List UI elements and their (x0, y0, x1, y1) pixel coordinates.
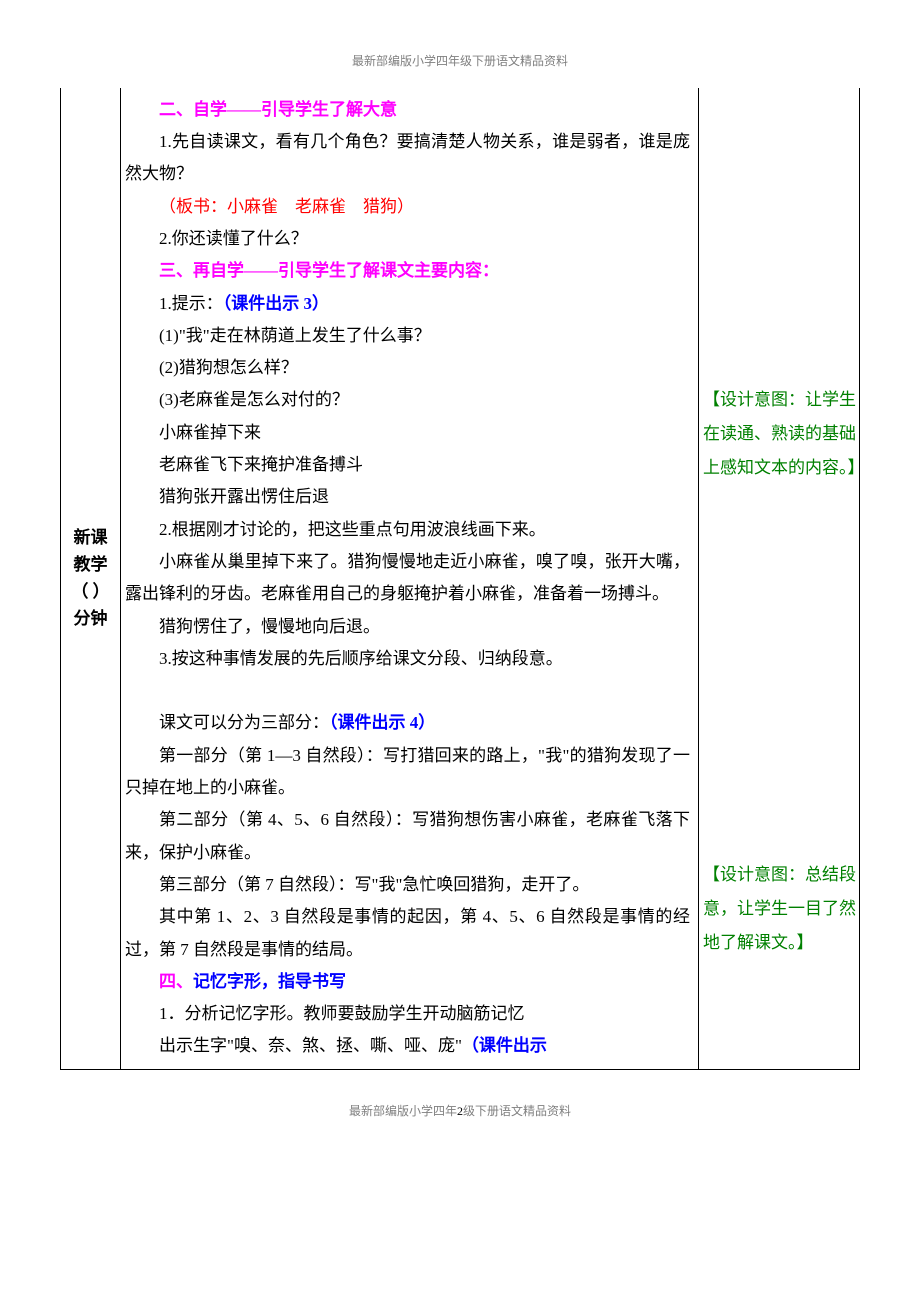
section-title-text: 二、自学——引导学生了解大意 (159, 100, 397, 119)
content-cell: 二、自学——引导学生了解大意 1.先自读课文，看有几个角色？要搞清楚人物关系，谁… (121, 88, 699, 1069)
courseware-ref: （课件出示 (462, 1036, 547, 1055)
chars-list: 出示生字"嗅、奈、煞、拯、嘶、哑、庞" (159, 1036, 462, 1055)
content-paragraph: 小麻雀从巢里掉下来了。猎狗慢慢地走近小麻雀，嗅了嗅，张开大嘴，露出锋利的牙齿。老… (125, 546, 690, 611)
content-paragraph: 小麻雀掉下来 (125, 417, 690, 449)
content-paragraph: 猎狗愣住了，慢慢地向后退。 (125, 611, 690, 643)
board-writing: （板书：小麻雀 老麻雀 猎狗） (125, 191, 690, 223)
content-paragraph: 第三部分（第 7 自然段）：写"我"急忙唤回猎狗，走开了。 (125, 869, 690, 901)
section-2-title: 二、自学——引导学生了解大意 (125, 94, 690, 126)
content-paragraph: (2)猎狗想怎么样？ (125, 352, 690, 384)
section-4-text: 记忆字形，指导书写 (193, 972, 346, 991)
stage-label-line: 分钟 (74, 605, 108, 632)
stage-label-line: 新课 (74, 524, 108, 551)
design-note-cell: 【设计意图：让学生在读通、熟读的基础上感知文本的内容。】 【设计意图：总结段意，… (699, 88, 859, 1069)
design-note-1: 【设计意图：让学生在读通、熟读的基础上感知文本的内容。】 (703, 383, 859, 485)
footer-prefix: 最新部编版小学四年 (349, 1104, 457, 1118)
page-footer: 最新部编版小学四年2级下册语文精品资料 (60, 1100, 860, 1123)
content-paragraph: 老麻雀飞下来掩护准备搏斗 (125, 449, 690, 481)
content-paragraph: 课文可以分为三部分：（课件出示 4） (125, 707, 690, 739)
stage-label-cell: 新课 教学 （ ） 分钟 (61, 88, 121, 1069)
hint-prefix: 1.提示： (159, 294, 223, 313)
content-paragraph: 1.提示：（课件出示 3） (125, 288, 690, 320)
three-parts-prefix: 课文可以分为三部分： (159, 713, 329, 732)
content-paragraph: 其中第 1、2、3 自然段是事情的起因，第 4、5、6 自然段是事情的经过，第 … (125, 901, 690, 966)
section-title-text: 三、再自学——引导学生了解课文主要内容： (159, 261, 499, 280)
content-paragraph: (3)老麻雀是怎么对付的？ (125, 384, 690, 416)
page-header: 最新部编版小学四年级下册语文精品资料 (60, 50, 860, 73)
courseware-ref: （课件出示 3） (223, 294, 329, 313)
content-blank (125, 675, 690, 707)
section-4-title: 四、记忆字形，指导书写 (125, 966, 690, 998)
content-paragraph: 出示生字"嗅、奈、煞、拯、嘶、哑、庞"（课件出示 (125, 1030, 690, 1062)
content-paragraph: (1)"我"走在林荫道上发生了什么事？ (125, 320, 690, 352)
content-paragraph: 1．分析记忆字形。教师要鼓励学生开动脑筋记忆 (125, 998, 690, 1030)
content-paragraph: 2.根据刚才讨论的，把这些重点句用波浪线画下来。 (125, 514, 690, 546)
content-paragraph: 第一部分（第 1—3 自然段）：写打猎回来的路上，"我"的猎狗发现了一只掉在地上… (125, 740, 690, 805)
lesson-table: 新课 教学 （ ） 分钟 二、自学——引导学生了解大意 1.先自读课文，看有几个… (60, 88, 860, 1070)
footer-suffix: 级下册语文精品资料 (463, 1104, 571, 1118)
content-paragraph: 猎狗张开露出愣住后退 (125, 481, 690, 513)
content-paragraph: 1.先自读课文，看有几个角色？要搞清楚人物关系，谁是弱者，谁是庞然大物？ (125, 126, 690, 191)
design-note-2: 【设计意图：总结段意，让学生一目了然地了解课文。】 (703, 858, 859, 960)
board-writing-text: （板书：小麻雀 老麻雀 猎狗） (159, 197, 414, 216)
courseware-ref: （课件出示 4） (329, 713, 435, 732)
content-paragraph: 3.按这种事情发展的先后顺序给课文分段、归纳段意。 (125, 643, 690, 675)
content-paragraph: 2.你还读懂了什么？ (125, 223, 690, 255)
section-4-prefix: 四、 (159, 972, 193, 991)
content-paragraph: 第二部分（第 4、5、6 自然段）：写猎狗想伤害小麻雀，老麻雀飞落下来，保护小麻… (125, 804, 690, 869)
stage-label-line: （ ） (71, 578, 109, 605)
stage-label-line: 教学 (74, 551, 108, 578)
section-3-title: 三、再自学——引导学生了解课文主要内容： (125, 255, 690, 287)
